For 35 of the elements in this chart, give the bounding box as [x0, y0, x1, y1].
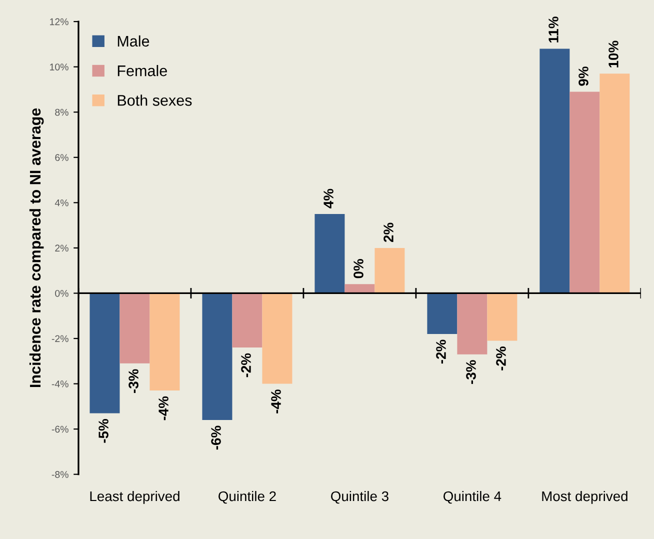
- legend-label: Both sexes: [118, 94, 192, 106]
- y-tick-label: -2%: [52, 335, 68, 342]
- y-tick-label: 2%: [55, 244, 68, 252]
- x-tick-label: Quintile 3: [331, 490, 388, 504]
- y-tick-label: 10%: [50, 64, 68, 70]
- y-axis-title: Incidence rate compared to NI average: [29, 108, 44, 388]
- data-label: -2%: [241, 353, 251, 378]
- data-label: -5%: [98, 418, 108, 443]
- y-tick-label: -6%: [52, 426, 68, 433]
- data-label: -3%: [466, 360, 476, 384]
- data-label: -2%: [436, 340, 446, 364]
- y-tick-label: 6%: [55, 154, 68, 162]
- x-tick-label: Least deprived: [90, 490, 180, 504]
- data-label: 2%: [384, 222, 394, 242]
- x-tick-label: Quintile 2: [218, 490, 276, 504]
- data-label: -4%: [271, 390, 281, 414]
- y-tick-label: 0%: [55, 290, 68, 297]
- data-label: -4%: [158, 396, 168, 420]
- x-tick-label: Most deprived: [542, 490, 628, 504]
- data-label: 9%: [578, 66, 588, 86]
- data-label: -2%: [496, 346, 506, 370]
- data-label: 0%: [354, 259, 364, 278]
- legend-label: Male: [118, 35, 150, 47]
- y-tick-label: 8%: [55, 108, 68, 116]
- y-tick-label: 4%: [54, 199, 68, 206]
- y-tick-label: -8%: [52, 471, 68, 478]
- data-label: -6%: [211, 426, 221, 450]
- y-tick-label: -4%: [52, 380, 68, 388]
- x-tick-label: Quintile 4: [444, 490, 502, 504]
- data-label: 4%: [324, 188, 334, 208]
- legend-label: Female: [118, 64, 167, 76]
- data-label: 11%: [548, 16, 558, 42]
- y-tick-label: 12%: [50, 18, 68, 26]
- data-label: -3%: [128, 369, 138, 393]
- data-label: 10%: [608, 40, 618, 68]
